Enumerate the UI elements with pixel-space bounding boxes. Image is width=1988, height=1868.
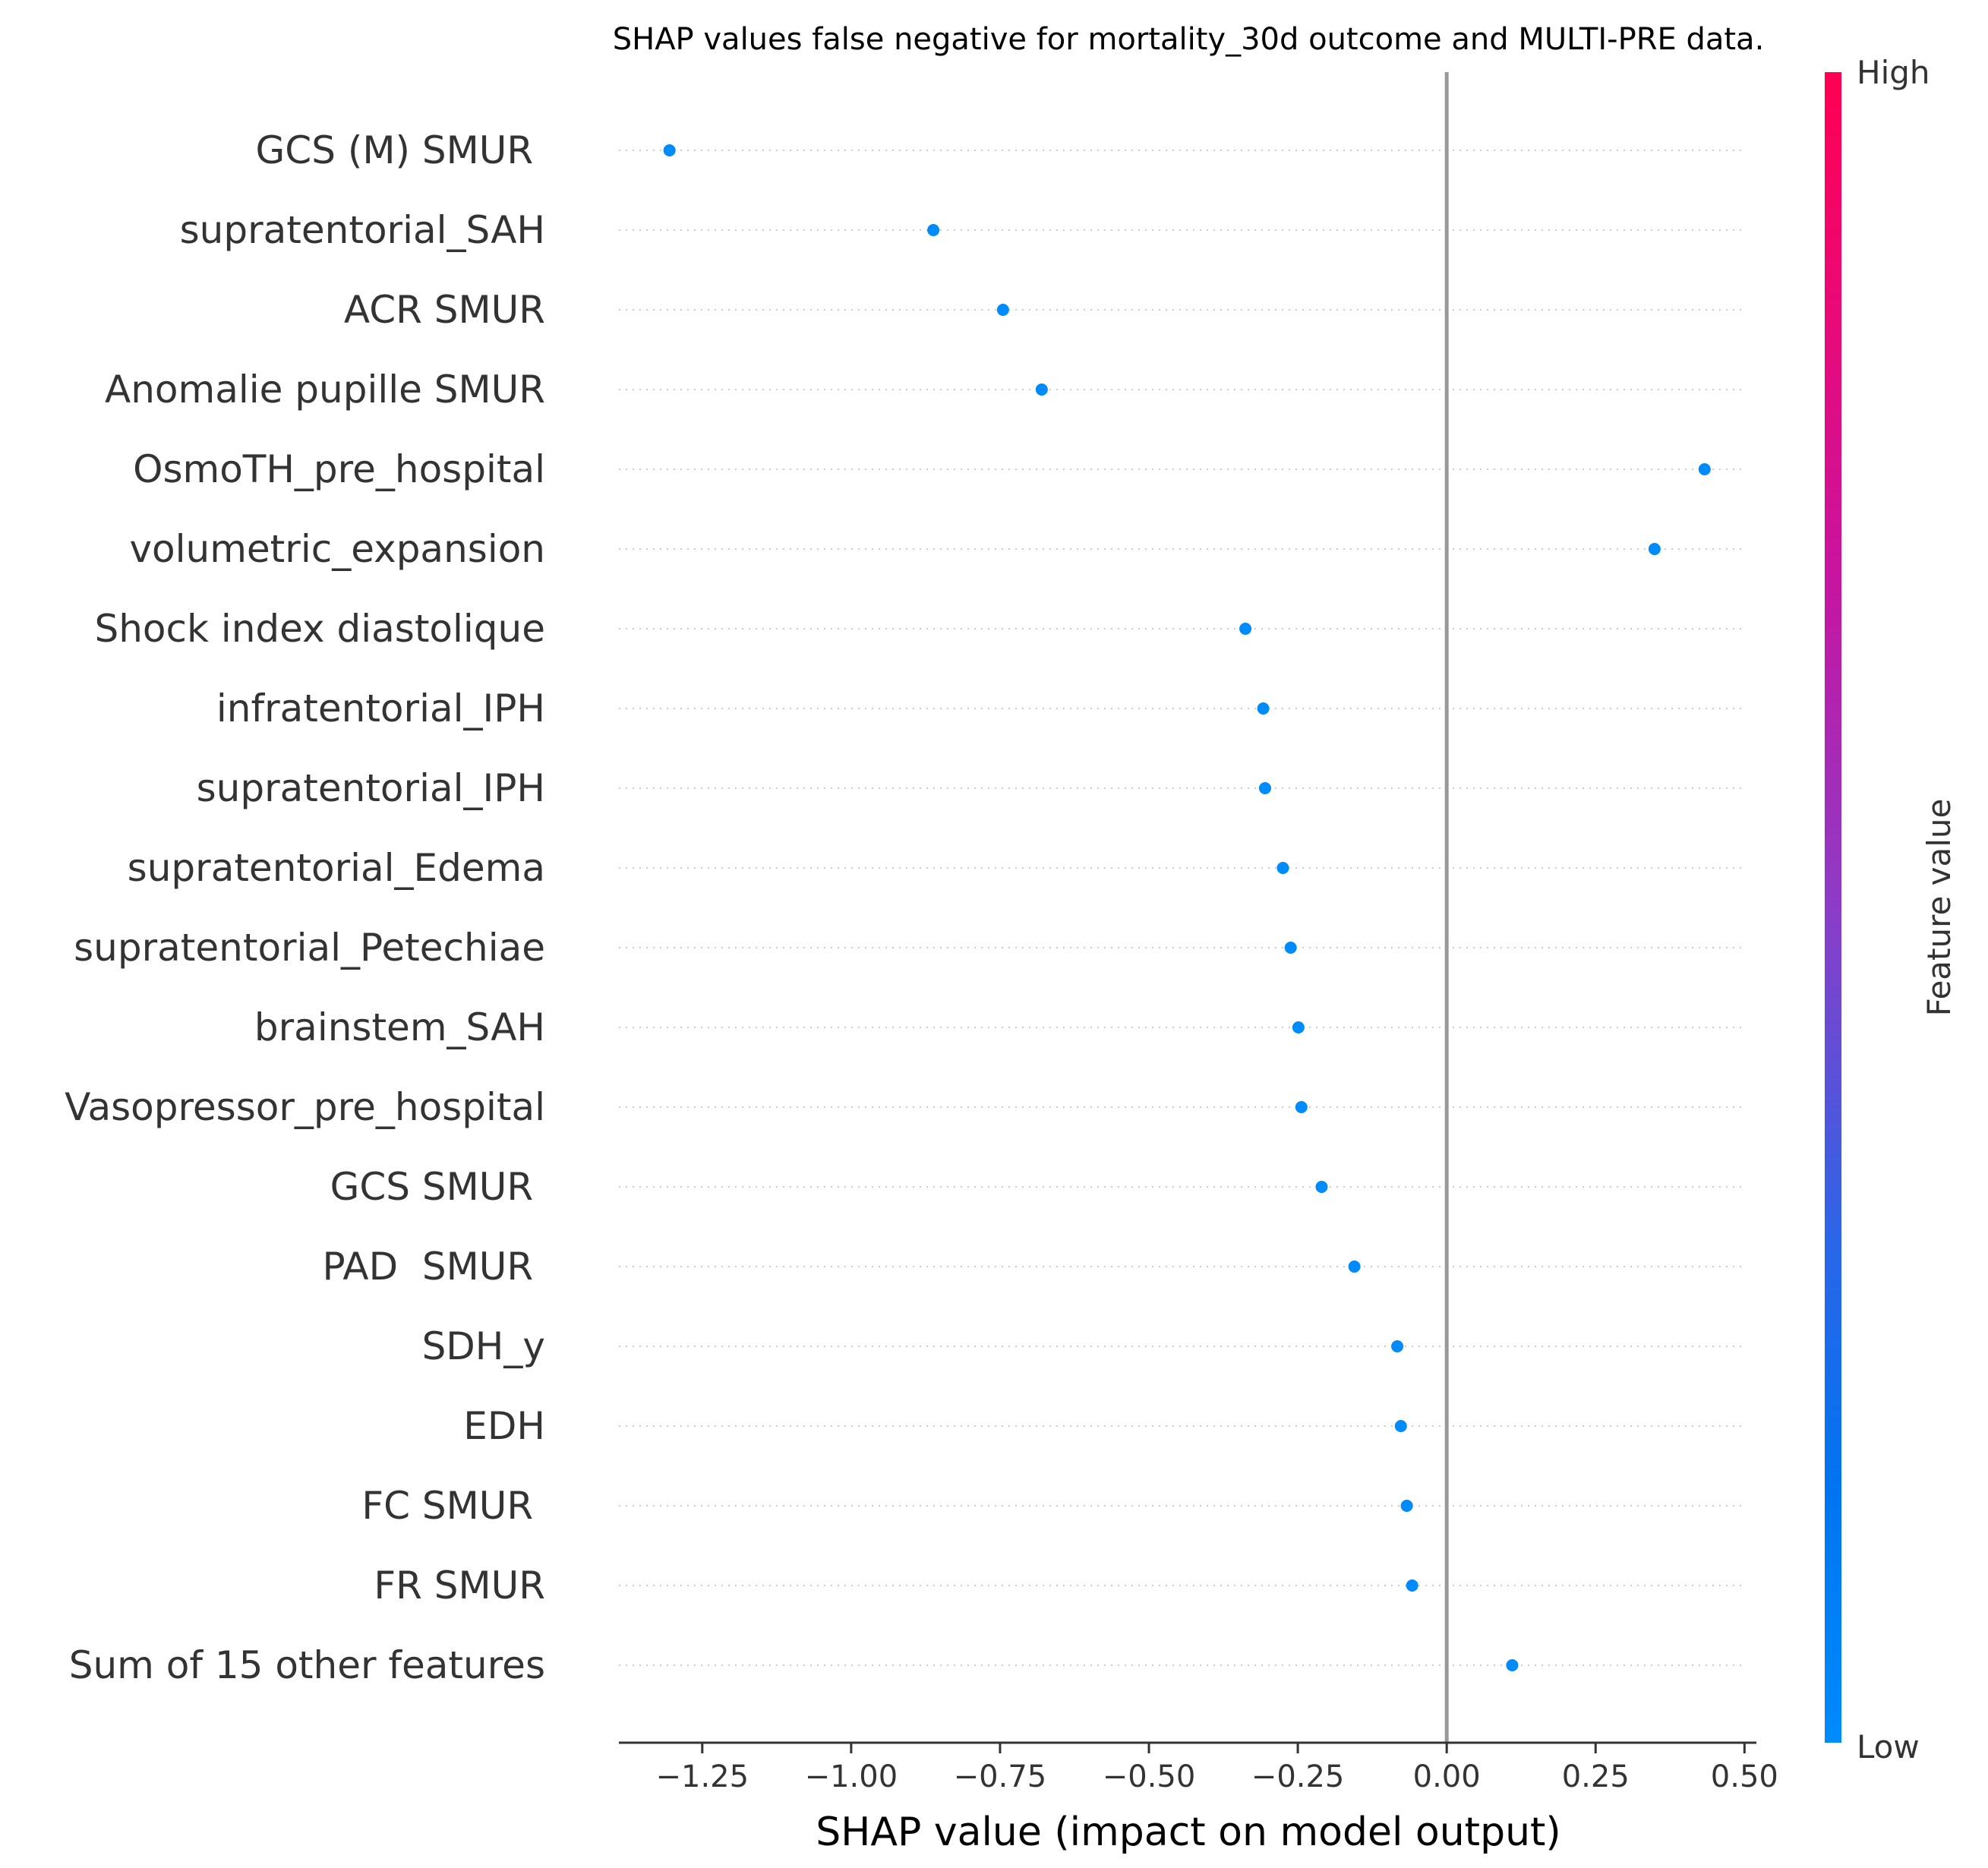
feature-label: Anomalie pupille SMUR [105, 368, 545, 412]
feature-label: Vasopressor_pre_hospital [65, 1085, 545, 1129]
feature-label: supratentorial_IPH [197, 766, 545, 810]
x-tick-label: −0.50 [1103, 1759, 1196, 1794]
x-tick-label: −0.25 [1251, 1759, 1345, 1794]
data-point [1257, 702, 1270, 715]
data-point [1276, 862, 1289, 874]
colorbar-high-label: High [1857, 54, 1930, 91]
feature-label: ACR SMUR [344, 288, 545, 332]
feature-label: FC SMUR [361, 1484, 545, 1528]
data-point [663, 144, 676, 156]
feature-label: GCS SMUR [330, 1165, 545, 1209]
feature-label: volumetric_expansion [129, 527, 545, 571]
data-point [996, 304, 1009, 316]
grid-lines [619, 150, 1747, 1666]
x-axis-ticks: −1.25 −1.00 −0.75 −0.50 −0.25 0.00 0.25 0.50 [656, 1743, 1778, 1794]
x-axis-label: SHAP value (impact on model output) [816, 1810, 1560, 1855]
data-point [1400, 1500, 1413, 1512]
feature-label: supratentorial_Edema [128, 846, 545, 890]
x-tick-label: −0.75 [954, 1759, 1047, 1794]
feature-label: brainstem_SAH [254, 1005, 545, 1049]
colorbar-low-label: Low [1857, 1728, 1920, 1765]
feature-label: Sum of 15 other features [69, 1643, 545, 1687]
feature-label: FR SMUR [374, 1564, 545, 1608]
feature-label: infratentorial_IPH [216, 686, 545, 730]
data-point [1239, 623, 1252, 635]
data-point [1698, 463, 1711, 475]
x-tick-label: −1.00 [805, 1759, 898, 1794]
data-point [1648, 543, 1661, 555]
data-point [927, 224, 940, 236]
x-tick-label: 0.50 [1711, 1759, 1778, 1794]
data-point [1295, 1101, 1308, 1113]
colorbar [1825, 72, 1841, 1743]
x-tick-label: 0.00 [1413, 1759, 1481, 1794]
feature-label: PAD SMUR [322, 1245, 545, 1289]
feature-label: EDH [463, 1404, 545, 1448]
feature-label: GCS (M) SMUR [256, 128, 545, 172]
data-point [1506, 1659, 1519, 1671]
colorbar-title: Feature value [1920, 799, 1958, 1017]
feature-label: Shock index diastolique [94, 607, 545, 651]
chart-title: SHAP values false negative for mortality… [613, 22, 1765, 57]
feature-label: OsmoTH_pre_hospital [133, 447, 545, 491]
x-tick-label: −1.25 [656, 1759, 749, 1794]
feature-label: SDH_y [422, 1324, 545, 1368]
data-point [1035, 383, 1048, 396]
feature-label: supratentorial_Petechiae [74, 926, 545, 970]
feature-label: supratentorial_SAH [180, 208, 545, 252]
data-point [1406, 1579, 1418, 1592]
data-point [1284, 942, 1297, 954]
feature-labels: GCS (M) SMUR supratentorial_SAH ACR SMUR A… [65, 128, 545, 1687]
x-tick-label: 0.25 [1562, 1759, 1630, 1794]
data-point [1391, 1340, 1404, 1352]
data-points [663, 144, 1711, 1671]
data-point [1292, 1021, 1305, 1033]
data-point [1258, 782, 1271, 794]
data-point [1394, 1420, 1407, 1432]
data-point [1315, 1181, 1328, 1193]
data-point [1348, 1261, 1361, 1273]
